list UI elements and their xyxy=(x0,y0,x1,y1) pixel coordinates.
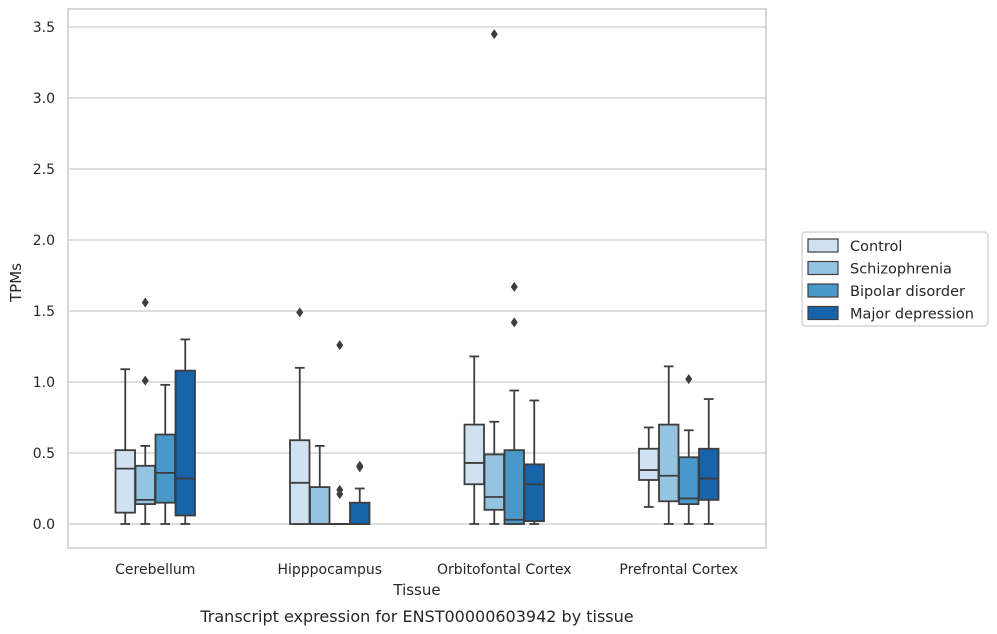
box-major-depression xyxy=(174,338,196,525)
box-body xyxy=(698,447,720,501)
box-schizophrenia xyxy=(309,444,331,525)
box-body xyxy=(114,449,136,514)
y-tick-label: 3.0 xyxy=(33,91,55,107)
y-tick-label: 0.0 xyxy=(33,517,55,533)
outlier-point xyxy=(510,281,518,292)
box-body xyxy=(503,449,525,525)
outlier-point xyxy=(356,460,364,471)
x-axis-label: Tissue xyxy=(392,581,440,599)
box-control xyxy=(114,368,136,525)
box-body xyxy=(309,486,331,525)
box-body xyxy=(678,456,700,506)
x-tick-label: Hipppocampus xyxy=(277,562,382,578)
box-control xyxy=(289,307,311,525)
x-axis-ticks: Cerebellum Hipppocampus Orbitofontal Corte… xyxy=(115,562,738,578)
box-bipolar-disorder xyxy=(678,374,700,525)
plot-area xyxy=(114,29,720,525)
outlier-point xyxy=(141,297,149,308)
box-major-depression xyxy=(698,398,720,525)
legend-swatch xyxy=(807,305,839,321)
box-bipolar-disorder xyxy=(329,340,351,525)
box-major-depression xyxy=(349,460,371,525)
box-bipolar-disorder xyxy=(154,383,176,525)
box-body xyxy=(483,453,505,511)
legend-swatch xyxy=(807,238,839,253)
legend-label: Major depression xyxy=(850,307,974,323)
x-tick-label: Cerebellum xyxy=(115,562,195,578)
y-axis-label: TPMs xyxy=(7,263,25,303)
box-body xyxy=(638,447,660,481)
box-body xyxy=(349,501,371,525)
box-body xyxy=(658,423,680,503)
box-control xyxy=(638,426,660,508)
y-tick-label: 1.0 xyxy=(33,375,55,391)
outlier-point xyxy=(336,340,344,351)
y-tick-label: 2.5 xyxy=(33,162,55,178)
y-tick-label: 2.0 xyxy=(33,233,55,249)
y-tick-label: 3.5 xyxy=(33,20,55,36)
chart-caption: Transcript expression for ENST0000060394… xyxy=(199,607,633,626)
legend-swatch xyxy=(807,283,839,298)
x-tick-label: Orbitofontal Cortex xyxy=(437,562,572,578)
box-schizophrenia xyxy=(483,29,505,525)
outlier-point xyxy=(510,317,518,328)
y-tick-label: 0.5 xyxy=(33,446,55,462)
y-tick-label: 1.5 xyxy=(33,304,55,320)
box-schizophrenia xyxy=(658,365,680,525)
box-bipolar-disorder xyxy=(503,281,525,525)
x-tick-label: Prefrontal Cortex xyxy=(619,562,738,578)
box-major-depression xyxy=(523,399,545,525)
outlier-point xyxy=(490,29,498,40)
outlier-point xyxy=(685,374,693,385)
legend-swatch xyxy=(807,260,839,276)
box-body xyxy=(154,433,176,504)
box-body xyxy=(134,464,156,506)
y-axis-ticks: 0.0 0.5 1.0 1.5 2.0 2.5 3.0 3.5 xyxy=(33,20,55,533)
legend-label: Control xyxy=(850,239,902,255)
box-body xyxy=(523,463,545,523)
box-schizophrenia xyxy=(134,297,156,525)
outlier-point xyxy=(336,484,344,495)
legend-box xyxy=(801,231,989,327)
outlier-point xyxy=(296,307,304,318)
box-body xyxy=(174,369,196,517)
legend-label: Schizophrenia xyxy=(850,262,952,278)
plot-frame xyxy=(67,8,767,549)
legend: Control Schizophrenia Bipolar disorder Majo… xyxy=(801,231,989,327)
outlier-point xyxy=(141,375,149,386)
box-body xyxy=(463,423,485,486)
legend-label: Bipolar disorder xyxy=(850,284,965,300)
